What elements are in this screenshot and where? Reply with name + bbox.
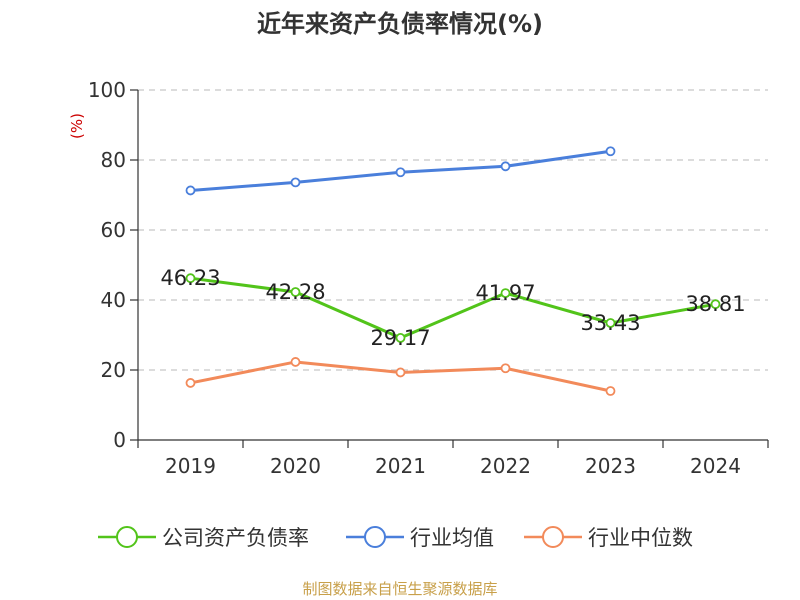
data-point: [290, 357, 301, 367]
legend-label: 行业均值: [410, 526, 494, 550]
data-point: [185, 273, 196, 284]
data-point: [500, 161, 511, 172]
data-point: [605, 146, 616, 157]
y-tick-label: 100: [88, 78, 126, 102]
y-tick-label: 40: [101, 288, 126, 312]
x-tick-label: 2021: [375, 454, 426, 478]
data-label: 41.97: [475, 281, 535, 305]
data-point: [605, 386, 616, 396]
data-point: [395, 367, 406, 378]
source-note: 制图数据来自恒生聚源数据库: [302, 580, 498, 598]
y-axis-label: (%): [68, 113, 86, 139]
data-label: 42.28: [265, 280, 325, 304]
legend-item: 行业中位数: [524, 526, 693, 550]
data-label: 29.17: [370, 326, 430, 350]
y-tick-label: 20: [101, 358, 126, 382]
data-point: [500, 288, 511, 299]
chart-title: 近年来资产负债率情况(%): [257, 10, 543, 38]
data-point: [185, 378, 196, 388]
x-tick-label: 2024: [690, 454, 741, 478]
data-label: 38.81: [685, 292, 745, 316]
y-tick-label: 60: [101, 218, 126, 242]
data-point: [395, 333, 406, 343]
data-point: [395, 167, 406, 178]
legend-marker-circle: [542, 526, 564, 548]
x-tick-label: 2020: [270, 454, 321, 478]
data-point: [185, 185, 196, 196]
x-tick-label: 2022: [480, 454, 531, 478]
legend-marker-circle: [364, 526, 386, 548]
data-point: [290, 287, 301, 297]
data-label: 33.43: [580, 311, 640, 335]
legend-item: 公司资产负债率: [98, 526, 309, 550]
data-point: [605, 318, 616, 328]
series-line: [190, 276, 716, 340]
y-tick-label: 80: [101, 148, 126, 172]
legend-item: 行业均值: [346, 526, 494, 550]
legend-marker-circle: [116, 526, 138, 548]
x-tick-label: 2023: [585, 454, 636, 478]
legend-label: 行业中位数: [588, 526, 693, 550]
data-point: [710, 299, 721, 310]
data-point: [290, 177, 301, 188]
data-label: 46.23: [160, 266, 220, 290]
legend-label: 公司资产负债率: [162, 526, 309, 550]
x-tick-label: 2019: [165, 454, 216, 478]
y-tick-label: 0: [113, 428, 126, 452]
data-point: [500, 363, 511, 374]
